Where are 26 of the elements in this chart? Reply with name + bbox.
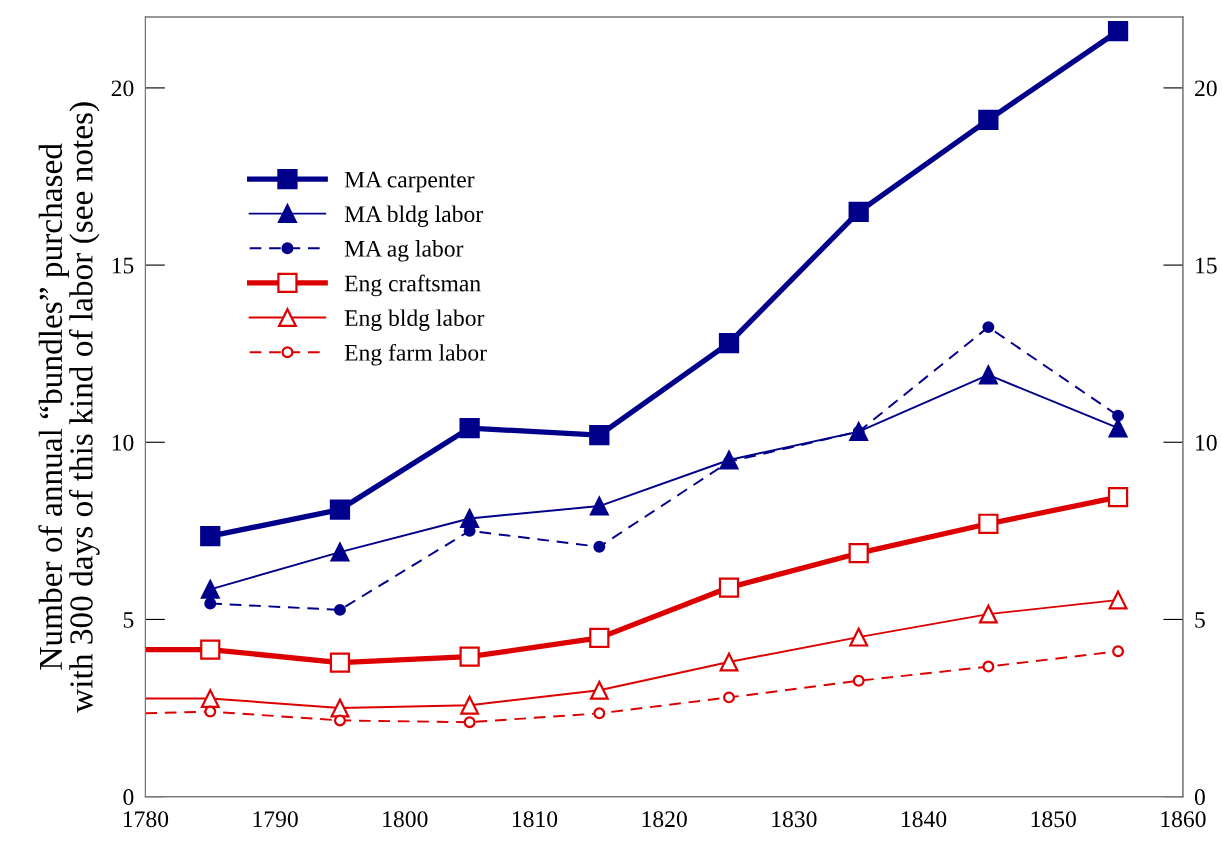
x-tick-label: 1810 [512,811,558,828]
y-tick-label: 0 [123,789,134,806]
legend-label: MA bldg labor [344,205,483,227]
legend-label: Eng farm labor [344,343,487,366]
legend-label: MA carpenter [344,171,475,193]
x-tick-label: 1860 [1161,811,1206,828]
y2-tick-label: 15 [1196,257,1217,274]
y2-tick-label: 20 [1195,80,1217,97]
legend-label: MA ag labor [344,240,464,262]
x-tick-label: 1840 [901,811,947,828]
y-tick-label: 20 [111,80,134,97]
y2-tick-label: 0 [1194,789,1205,806]
x-tick-label: 1820 [642,811,687,828]
y2-tick-label: 10 [1196,434,1217,451]
x-tick-label: 1850 [1031,811,1076,828]
y-tick-label: 15 [112,257,134,274]
y-tick-label: 5 [123,612,134,628]
x-tick-label: 1780 [123,811,169,828]
y2-tick-label: 5 [1195,612,1205,628]
y-tick-label: 10 [112,434,134,451]
y-axis-title: Number of annual “bundles” purchased with 300 days of this kind of labor (see notes) [38,102,100,713]
x-tick-label: 1800 [383,811,428,828]
legend-label: Eng bldg labor [344,309,485,331]
legend-label: Eng craftsman [344,274,481,297]
x-tick-label: 1830 [772,811,817,828]
x-tick-label: 1790 [253,811,298,828]
